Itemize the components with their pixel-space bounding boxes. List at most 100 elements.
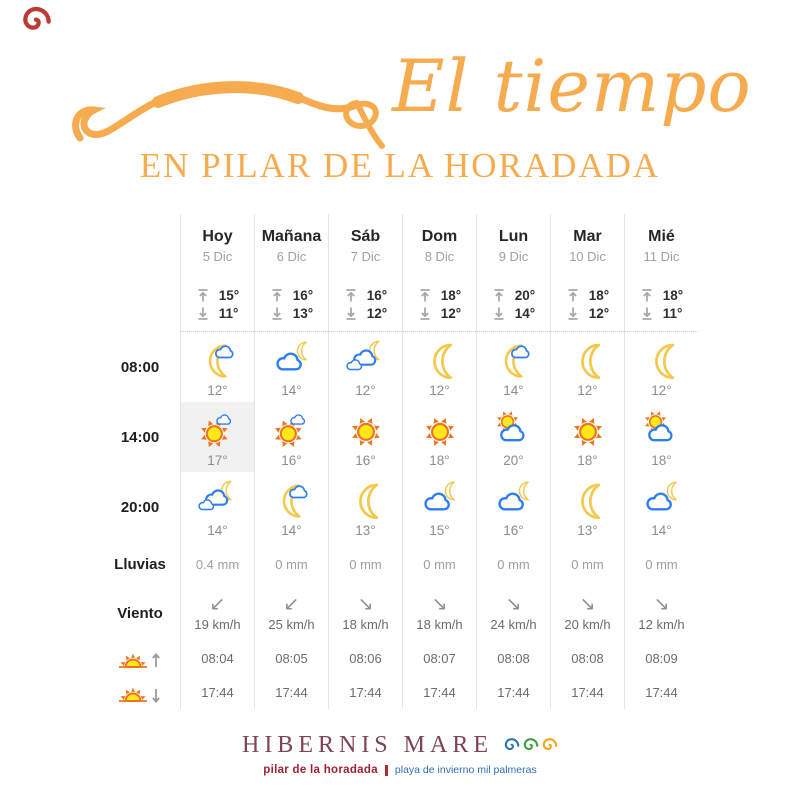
page-title: El tiempo [392,44,752,128]
forecast-cell[interactable]: 20° [476,402,550,472]
cell-temp: 16° [355,453,376,468]
weather-icon-cloud-sun [640,409,684,453]
wind-speed: 20 km/h [564,617,611,632]
cell-temp: 14° [207,523,228,538]
max-temp-icon [196,288,210,303]
cell-temp: 14° [503,383,524,398]
footer-logo: HIBERNIS MARE pilar de la horadada playa… [0,732,800,776]
max-temp-icon [640,288,654,303]
wind-cell: ↙ 25 km/h [254,586,328,641]
max-temp: 16° [292,288,314,303]
day-name: Mar [573,228,602,245]
forecast-cell[interactable]: 16° [476,472,550,542]
wind-cell: ↘ 20 km/h [550,586,624,641]
forecast-cell[interactable]: 13° [550,472,624,542]
forecast-cell[interactable]: 14° [624,472,698,542]
cell-temp: 13° [577,523,598,538]
forecast-cell[interactable]: 14° [254,472,328,542]
weather-icon-moon [640,339,684,383]
weather-icon-moon-cloud [492,339,536,383]
cell-temp: 18° [577,453,598,468]
wind-speed: 18 km/h [416,617,463,632]
day-header-cell[interactable]: Dom 8 Dic [402,214,476,278]
forecast-cell[interactable]: 14° [180,472,254,542]
forecast-cell[interactable]: 13° [328,472,402,542]
forecast-cell[interactable]: 15° [402,472,476,542]
weather-icon-sun-cloud [196,409,240,453]
day-date: 8 Dic [424,249,455,264]
rain-value: 0 mm [254,542,328,586]
day-header-cell[interactable]: Mié 11 Dic [624,214,698,278]
min-temp: 12° [366,306,388,321]
forecast-cell[interactable]: 18° [402,402,476,472]
max-temp-icon [566,288,580,303]
cell-temp: 16° [503,523,524,538]
sunset-icon [100,675,180,709]
forecast-cell[interactable]: 12° [402,332,476,402]
min-temp-icon [270,306,284,321]
cell-temp: 14° [281,523,302,538]
day-header-cell[interactable]: Mar 10 Dic [550,214,624,278]
day-header-cell[interactable]: Lun 9 Dic [476,214,550,278]
wind-cell: ↙ 19 km/h [180,586,254,641]
wind-cell: ↘ 24 km/h [476,586,550,641]
sunrise-icon [100,641,180,675]
sunset-time: 17:44 [402,675,476,709]
min-temp: 14° [514,306,536,321]
forecast-cell[interactable]: 14° [476,332,550,402]
weather-icon-moon [418,339,462,383]
cell-temp: 12° [429,383,450,398]
wind-direction-icon: ↙ [283,593,300,615]
wind-direction-icon: ↘ [579,593,596,615]
day-date: 9 Dic [498,249,529,264]
brand-wordmark: HIBERNIS MARE [241,732,493,758]
weather-icon-moon-cloud [270,479,314,523]
sunrise-time: 08:05 [254,641,328,675]
cell-temp: 15° [429,523,450,538]
sunset-time: 17:44 [328,675,402,709]
min-temp-icon [418,306,432,321]
rain-value: 0 mm [476,542,550,586]
forecast-cell[interactable]: 14° [254,332,328,402]
row-label-empty [100,278,180,332]
weather-icon-clouds-moon [196,479,240,523]
rain-row-label: Lluvias [114,555,166,573]
weather-table: Hoy 5 Dic Mañana 6 Dic Sáb 7 Dic Dom 8 Dic L… [100,214,698,709]
forecast-cell[interactable]: 12° [624,332,698,402]
sunset-time: 17:44 [476,675,550,709]
min-temp-icon [566,306,580,321]
day-name: Mañana [261,228,322,245]
day-date: 5 Dic [202,249,233,264]
forecast-cell[interactable]: 16° [254,402,328,472]
weather-icon-moon-cloud [196,339,240,383]
forecast-cell[interactable]: 12° [550,332,624,402]
wind-direction-icon: ↘ [431,593,448,615]
min-temp-icon [344,306,358,321]
wind-row-label: Viento [117,605,163,622]
sunrise-time: 08:06 [328,641,402,675]
day-header-cell[interactable]: Mañana 6 Dic [254,214,328,278]
cell-temp: 12° [355,383,376,398]
sunrise-time: 08:08 [550,641,624,675]
weather-icon-moon [566,339,610,383]
wind-speed: 12 km/h [638,617,685,632]
day-header-cell[interactable]: Sáb 7 Dic [328,214,402,278]
cell-temp: 12° [651,383,672,398]
day-name: Dom [421,228,458,245]
weather-icon-sun [418,409,462,453]
forecast-cell[interactable]: 12° [328,332,402,402]
wind-speed: 24 km/h [490,617,537,632]
hour-label: 20:00 [120,498,160,516]
sunset-time: 17:44 [254,675,328,709]
forecast-cell[interactable]: 12° [180,332,254,402]
weather-icon-cloud-sun [492,409,536,453]
forecast-cell[interactable]: 18° [624,402,698,472]
forecast-cell[interactable]: 16° [328,402,402,472]
min-temp: 12° [440,306,462,321]
forecast-cell[interactable]: 18° [550,402,624,472]
forecast-cell[interactable]: 17° [180,402,254,472]
brand-location: pilar de la horadada [263,764,378,776]
day-date: 6 Dic [276,249,307,264]
day-header-cell[interactable]: Hoy 5 Dic [180,214,254,278]
day-name: Mié [648,228,675,245]
